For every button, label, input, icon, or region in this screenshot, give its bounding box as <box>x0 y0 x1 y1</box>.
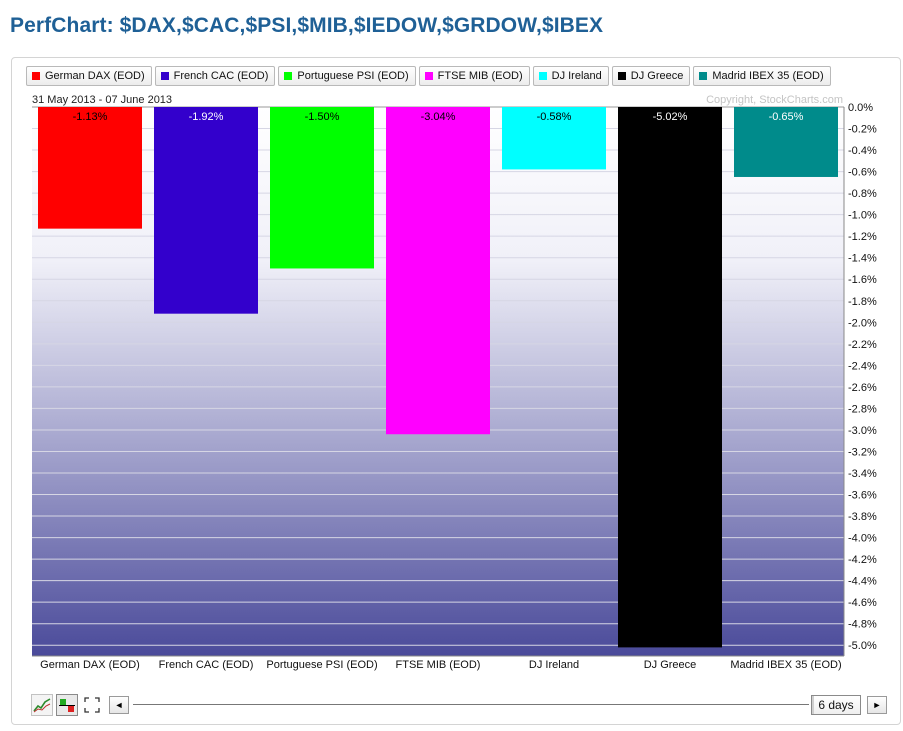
date-range-label: 31 May 2013 - 07 June 2013 <box>32 94 172 106</box>
y-tick-label: -2.2% <box>848 339 877 351</box>
y-tick-label: -3.6% <box>848 490 877 502</box>
legend-swatch <box>284 72 293 80</box>
y-tick-label: -3.0% <box>848 425 877 437</box>
legend-item[interactable]: Portuguese PSI (EOD) <box>278 66 416 86</box>
page-title: PerfChart: $DAX,$CAC,$PSI,$MIB,$IEDOW,$G… <box>10 14 604 37</box>
legend-swatch <box>699 72 708 80</box>
x-category-label: Portuguese PSI (EOD) <box>266 659 377 671</box>
fullscreen-icon <box>84 697 100 713</box>
y-tick-label: -1.2% <box>848 231 877 243</box>
legend-label: German DAX (EOD) <box>45 70 145 82</box>
legend-item[interactable]: Madrid IBEX 35 (EOD) <box>693 66 831 86</box>
legend-label: FTSE MIB (EOD) <box>437 70 523 82</box>
legend-label: Madrid IBEX 35 (EOD) <box>712 70 824 82</box>
x-category-label: FTSE MIB (EOD) <box>396 659 481 671</box>
bar-value-label: -5.02% <box>653 111 688 123</box>
x-category-label: German DAX (EOD) <box>40 659 140 671</box>
legend-item[interactable]: FTSE MIB (EOD) <box>418 66 530 86</box>
period-selector[interactable]: 6 days <box>811 695 861 715</box>
bar-value-label: -0.65% <box>769 111 804 123</box>
y-tick-label: -4.6% <box>848 597 877 609</box>
y-tick-label: 0.0% <box>848 102 873 114</box>
bar-chart-icon <box>59 699 75 712</box>
legend-item[interactable]: French CAC (EOD) <box>154 66 276 86</box>
date-scrollbar[interactable] <box>133 704 809 705</box>
legend-swatch <box>617 72 626 80</box>
line-chart-icon <box>33 698 51 713</box>
bar <box>502 107 606 170</box>
bar-value-label: -0.58% <box>537 111 572 123</box>
legend-label: Portuguese PSI (EOD) <box>297 70 409 82</box>
fullscreen-button[interactable] <box>81 694 103 716</box>
bar-value-label: -1.50% <box>305 111 340 123</box>
x-category-label: Madrid IBEX 35 (EOD) <box>730 659 841 671</box>
y-tick-label: -4.0% <box>848 533 877 545</box>
legend-item[interactable]: DJ Ireland <box>532 66 609 86</box>
x-category-label: French CAC (EOD) <box>159 659 254 671</box>
bar <box>386 107 490 435</box>
y-tick-label: -1.4% <box>848 253 877 265</box>
bar-value-label: -1.92% <box>189 111 224 123</box>
y-tick-label: -0.6% <box>848 167 877 179</box>
y-tick-label: -2.6% <box>848 382 877 394</box>
x-category-label: DJ Greece <box>644 659 697 671</box>
y-tick-label: -2.4% <box>848 360 877 372</box>
bar <box>38 107 142 229</box>
y-tick-label: -1.8% <box>848 296 877 308</box>
y-tick-label: -0.4% <box>848 145 877 157</box>
legend-swatch <box>32 72 40 80</box>
y-tick-label: -1.0% <box>848 210 877 222</box>
y-tick-label: -4.4% <box>848 576 877 588</box>
copyright-label: Copyright, StockCharts.com <box>706 94 843 106</box>
legend-label: French CAC (EOD) <box>173 70 269 82</box>
x-category-label: DJ Ireland <box>529 659 579 671</box>
legend-item[interactable]: German DAX (EOD) <box>26 66 152 86</box>
legend-swatch <box>538 72 547 80</box>
legend-label: DJ Greece <box>630 70 684 82</box>
y-tick-label: -4.8% <box>848 619 877 631</box>
line-chart-button[interactable] <box>31 694 53 716</box>
y-tick-label: -2.8% <box>848 403 877 415</box>
y-tick-label: -4.2% <box>848 554 877 566</box>
scroll-right-button[interactable]: ► <box>867 696 887 714</box>
y-tick-label: -3.4% <box>848 468 877 480</box>
bar <box>618 107 722 648</box>
y-tick-label: -0.2% <box>848 124 877 136</box>
bottom-toolbar: ◄ 6 days ► <box>31 694 891 718</box>
legend-swatch <box>424 72 433 80</box>
legend-swatch <box>160 72 169 80</box>
bar-value-label: -3.04% <box>421 111 456 123</box>
y-tick-label: -5.0% <box>848 640 877 652</box>
legend-item[interactable]: DJ Greece <box>611 66 691 86</box>
bar-value-label: -1.13% <box>73 111 108 123</box>
legend-label: DJ Ireland <box>551 70 602 82</box>
y-tick-label: -3.8% <box>848 511 877 523</box>
legend: German DAX (EOD) French CAC (EOD) Portugue… <box>26 66 831 88</box>
bar <box>154 107 258 314</box>
bar-chart-button[interactable] <box>56 694 78 716</box>
y-tick-label: -0.8% <box>848 188 877 200</box>
bar <box>734 107 838 177</box>
y-tick-label: -2.0% <box>848 317 877 329</box>
bar <box>270 107 374 269</box>
y-tick-label: -3.2% <box>848 446 877 458</box>
y-tick-label: -1.6% <box>848 274 877 286</box>
scroll-left-button[interactable]: ◄ <box>109 696 129 714</box>
